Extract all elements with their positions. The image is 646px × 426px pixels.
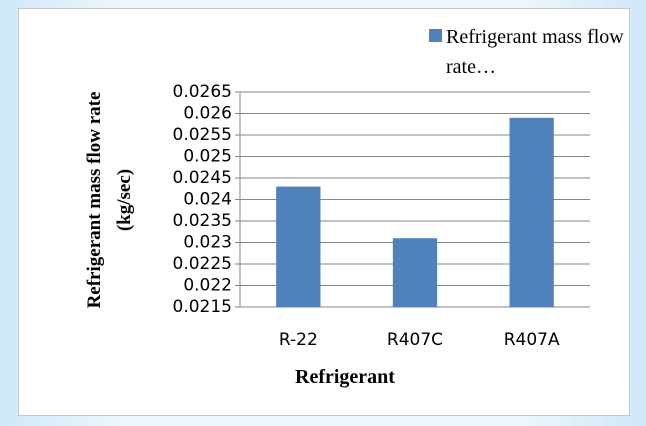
y-tick-label: 0.025 xyxy=(183,147,232,167)
x-tick-label: R407A xyxy=(504,330,560,350)
y-tick-label: 0.026 xyxy=(183,104,232,124)
bar xyxy=(276,186,321,307)
y-tick-label: 0.023 xyxy=(183,233,232,253)
x-tick-label: R-22 xyxy=(279,330,318,350)
y-tick-label: 0.0245 xyxy=(173,168,232,188)
legend-swatch xyxy=(429,29,442,42)
y-tick-label: 0.0235 xyxy=(173,211,232,231)
y-tick-label: 0.0225 xyxy=(173,254,232,274)
y-tick-label: 0.0255 xyxy=(173,125,232,145)
bar xyxy=(509,117,554,307)
x-tick-label: R407C xyxy=(387,330,443,350)
y-axis-title: Refrigerant mass flow rate (kg/sec) xyxy=(84,91,135,309)
y-tick-label: 0.022 xyxy=(183,276,232,296)
y-tick-label: 0.0215 xyxy=(173,297,232,317)
legend-label: Refrigerant mass flow rate… xyxy=(446,26,624,78)
bar xyxy=(392,238,438,307)
y-tick-label: 0.0265 xyxy=(173,82,232,102)
y-tick-label: 0.024 xyxy=(183,190,232,210)
x-axis-title: Refrigerant xyxy=(295,366,395,388)
